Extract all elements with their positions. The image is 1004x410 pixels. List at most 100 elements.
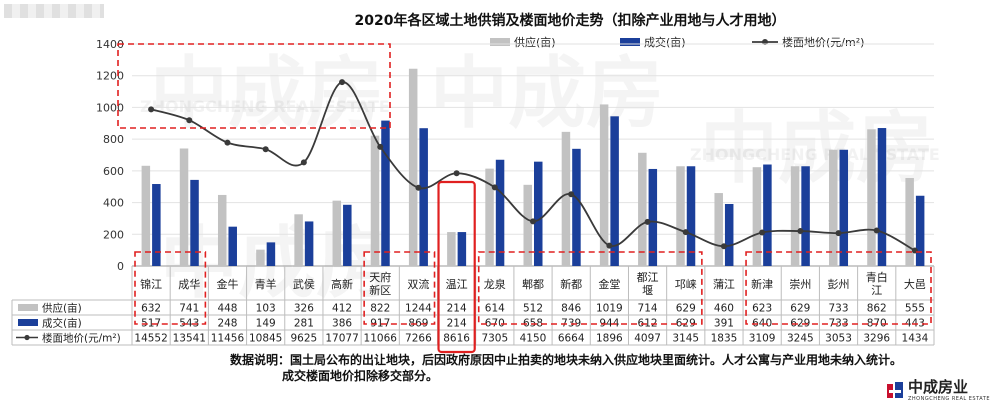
bar-supply <box>676 166 685 266</box>
table-value: 386 <box>332 318 352 330</box>
line-price-point <box>415 184 422 191</box>
bar-supply <box>370 135 380 266</box>
brand-logo-icon <box>886 381 904 399</box>
table-category-label: 郫都 <box>522 277 544 291</box>
bar-series <box>141 68 925 267</box>
table-category-label: 青白 <box>866 270 888 284</box>
y-axis: 0 200 400 600 800 1000 1200 1400 <box>96 38 124 273</box>
row-legend-swatch <box>18 304 38 311</box>
table-value: 17077 <box>325 333 358 345</box>
highlight-box-wenjiang <box>437 180 476 354</box>
line-price-point <box>644 218 651 225</box>
y-tick-label: 200 <box>103 228 124 241</box>
table-category-label: 邛崃 <box>675 278 697 291</box>
table-value: 822 <box>370 303 390 315</box>
table-value: 517 <box>141 318 161 330</box>
data-note: 数据说明：国土局公布的出让地块，后因政府原因中止拍卖的地块未纳入供应地块里面统计… <box>230 352 902 384</box>
bar-supply <box>485 168 494 266</box>
table-category-label: 高新 <box>331 277 353 291</box>
bar-sold <box>304 221 314 266</box>
bar-supply <box>561 131 571 266</box>
table-value: 629 <box>676 303 696 315</box>
table-value: 1434 <box>902 333 929 345</box>
table-category-label: 青羊 <box>255 277 277 291</box>
bar-sold <box>343 204 352 266</box>
table-category-label: 金堂 <box>598 277 620 291</box>
table-value: 412 <box>332 303 352 315</box>
table-category-label: 天府 <box>369 270 391 284</box>
table-category-label: 双流 <box>407 277 429 291</box>
y-tick-label: 0 <box>117 260 124 273</box>
table-category-label: 蒲江 <box>713 277 735 291</box>
bar-sold <box>190 179 199 266</box>
bar-sold <box>839 149 849 266</box>
table-value: 8616 <box>443 333 470 345</box>
table-value: 214 <box>447 303 467 315</box>
table-value: 3296 <box>863 333 890 345</box>
table-value: 632 <box>141 303 161 315</box>
y-tick-label: 1200 <box>96 70 124 83</box>
table-category-label: 温江 <box>446 278 468 291</box>
table-value: 6664 <box>558 333 585 345</box>
table-value: 555 <box>905 303 925 315</box>
bar-supply <box>141 165 151 266</box>
table-value: 281 <box>294 318 314 330</box>
line-price-point <box>759 229 766 236</box>
table-category-label: 都江 <box>637 271 659 284</box>
table-value: 7305 <box>481 333 508 345</box>
line-price-point <box>530 218 536 225</box>
bar-supply <box>905 177 914 266</box>
bar-sold <box>534 161 543 266</box>
table-value: 9625 <box>290 333 317 345</box>
bar-sold <box>228 226 237 266</box>
watermark-cn: 中成房 <box>150 49 384 139</box>
line-price-point <box>148 106 155 113</box>
bar-sold <box>495 159 505 266</box>
bar-supply <box>714 193 723 266</box>
line-price-point <box>262 146 269 153</box>
table-value: 512 <box>523 303 543 315</box>
table-value: 11456 <box>211 333 245 345</box>
bar-supply <box>408 68 418 266</box>
table-value: 103 <box>256 303 276 315</box>
table-value: 214 <box>447 318 467 330</box>
watermark-en: ZHONGCHENG REAL ESTATE <box>140 97 390 116</box>
bar-supply <box>829 149 838 266</box>
watermark-cn: 中成房 <box>430 49 664 139</box>
highlight-box-right <box>745 251 932 325</box>
bar-supply <box>179 148 189 266</box>
line-price-point <box>491 184 498 191</box>
highlight-box-tianfu-shuangliu <box>363 251 436 325</box>
chart-legend: 供应(亩) 成交(亩) 楼面地价(元/m²) <box>490 35 864 49</box>
bar-supply <box>256 249 265 266</box>
legend-label-supply: 供应(亩) <box>514 35 556 49</box>
table-value: 1244 <box>405 303 432 315</box>
highlight-box-jinjiang-chenghua <box>134 251 207 325</box>
bar-sold <box>572 148 581 266</box>
highlight-box-mid <box>477 251 703 325</box>
table-value: 3245 <box>787 333 814 345</box>
line-price-point <box>453 170 460 177</box>
note-line-2: 成交楼面地价扣除移交部分。 <box>282 369 439 383</box>
watermark-cn: 中成房 <box>700 104 934 194</box>
table-category-label: 大邑 <box>904 277 926 291</box>
bar-sold <box>724 203 734 266</box>
highlight-box-top <box>117 43 391 129</box>
table-category-label: 堰 <box>642 284 653 297</box>
table-value: 741 <box>179 303 199 315</box>
y-tick-label: 1400 <box>96 38 124 51</box>
bar-supply <box>599 104 609 266</box>
line-price-point <box>377 143 384 150</box>
table-category-label: 金牛 <box>216 277 238 291</box>
line-price-point <box>339 79 346 86</box>
table-value: 1835 <box>711 333 738 345</box>
bar-sold <box>877 128 887 266</box>
table-value: 869 <box>408 318 428 330</box>
table-value: 714 <box>638 303 658 315</box>
bar-sold <box>381 120 390 266</box>
bar-supply <box>294 214 303 266</box>
table-value: 917 <box>370 318 390 330</box>
bar-supply <box>638 152 647 266</box>
table-category-label: 成华 <box>178 277 200 291</box>
table-value: 13541 <box>173 333 206 345</box>
